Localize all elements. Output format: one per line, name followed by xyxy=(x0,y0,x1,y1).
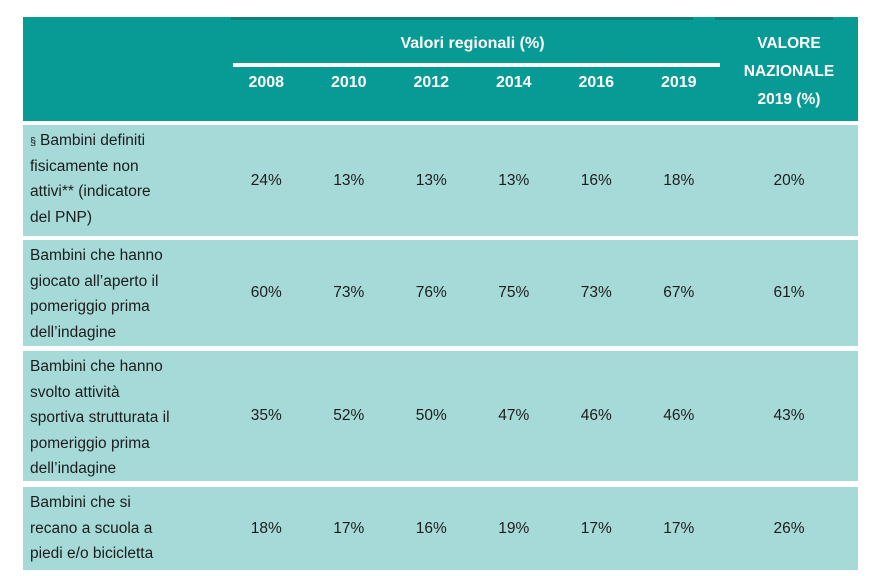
value-cell: 35% xyxy=(250,407,282,424)
national-value-cell: 43% xyxy=(773,407,805,424)
year-header-2010: 2010 xyxy=(330,74,367,91)
value-cell: 17% xyxy=(663,519,695,537)
header-top-border-right xyxy=(715,17,833,20)
value-cell: 16% xyxy=(415,519,447,537)
value-cell: 17% xyxy=(333,519,365,537)
value-cell: 18% xyxy=(663,171,695,189)
row-label-text: Bambini che hanno svolto attività sportiva… xyxy=(30,358,170,477)
row-label: Bambini che hanno giocato all’aperto il po… xyxy=(23,240,225,346)
header-underline xyxy=(233,63,720,67)
row-label-prefix: § xyxy=(30,136,37,148)
row-values: 18% 17% 16% 19% 17% 17% xyxy=(225,487,720,570)
row-values: 35% 52% 50% 47% 46% 46% xyxy=(225,351,720,481)
value-cell: 73% xyxy=(333,284,365,301)
row-values: 60% 73% 76% 75% 73% 67% xyxy=(225,240,720,346)
year-columns-row: 2008 2010 2012 2014 2016 2019 xyxy=(225,69,720,97)
value-cell: 16% xyxy=(580,171,612,189)
value-cell: 17% xyxy=(580,519,612,537)
header-label-spacer xyxy=(23,17,225,121)
value-cell: 46% xyxy=(663,407,695,424)
table-row: Bambini che hanno svolto attività sportiva… xyxy=(23,351,858,481)
national-header-line-1: VALORE xyxy=(757,35,821,52)
value-cell: 13% xyxy=(333,171,365,189)
year-header-2019: 2019 xyxy=(660,74,697,91)
value-cell: 18% xyxy=(250,519,282,537)
national-value-cell: 61% xyxy=(773,284,805,301)
value-cell: 76% xyxy=(415,284,447,301)
value-cell: 52% xyxy=(333,407,365,424)
table-row: Bambini che si recano a scuola a piedi e/o… xyxy=(23,487,858,570)
year-header-2008: 2008 xyxy=(248,74,285,91)
table-header: Valori regionali (%) 2008 2010 2012 2014… xyxy=(23,17,858,121)
value-cell: 47% xyxy=(498,407,530,424)
national-header-line-2: NAZIONALE xyxy=(743,63,835,80)
value-cell: 46% xyxy=(580,407,612,424)
national-value-cell: 20% xyxy=(773,171,805,189)
year-header-2012: 2012 xyxy=(413,74,450,91)
header-top-border-left xyxy=(231,17,693,20)
data-table: Valori regionali (%) 2008 2010 2012 2014… xyxy=(23,17,858,570)
value-cell: 50% xyxy=(415,407,447,424)
value-cell: 13% xyxy=(498,171,530,189)
table-row: Bambini che hanno giocato all’aperto il po… xyxy=(23,240,858,346)
national-value-header: VALORE NAZIONALE 2019 (%) xyxy=(720,17,858,121)
value-cell: 73% xyxy=(580,284,612,301)
value-cell: 67% xyxy=(663,284,695,301)
national-value-cell: 26% xyxy=(773,519,805,537)
regional-values-title: Valori regionali (%) xyxy=(400,35,545,52)
national-header-line-3: 2019 (%) xyxy=(757,91,821,108)
value-cell: 13% xyxy=(415,171,447,189)
row-label-text: Bambini che hanno giocato all’aperto il po… xyxy=(30,247,163,341)
header-years-region: Valori regionali (%) 2008 2010 2012 2014… xyxy=(225,17,720,121)
row-label: § Bambini definiti fisicamente non attivi*… xyxy=(23,125,225,236)
year-header-2016: 2016 xyxy=(578,74,615,91)
row-values: 24% 13% 13% 13% 16% 18% xyxy=(225,125,720,236)
year-header-2014: 2014 xyxy=(495,74,532,91)
row-label-text: Bambini definiti fisicamente non attivi** … xyxy=(30,132,151,226)
value-cell: 19% xyxy=(498,519,530,537)
table-row: § Bambini definiti fisicamente non attivi*… xyxy=(23,125,858,236)
value-cell: 60% xyxy=(250,284,282,301)
row-label-text: Bambini che si recano a scuola a piedi e/o… xyxy=(30,494,154,562)
value-cell: 24% xyxy=(250,171,282,189)
row-label: Bambini che si recano a scuola a piedi e/o… xyxy=(23,487,225,570)
value-cell: 75% xyxy=(498,284,530,301)
row-label: Bambini che hanno svolto attività sportiva… xyxy=(23,351,225,481)
